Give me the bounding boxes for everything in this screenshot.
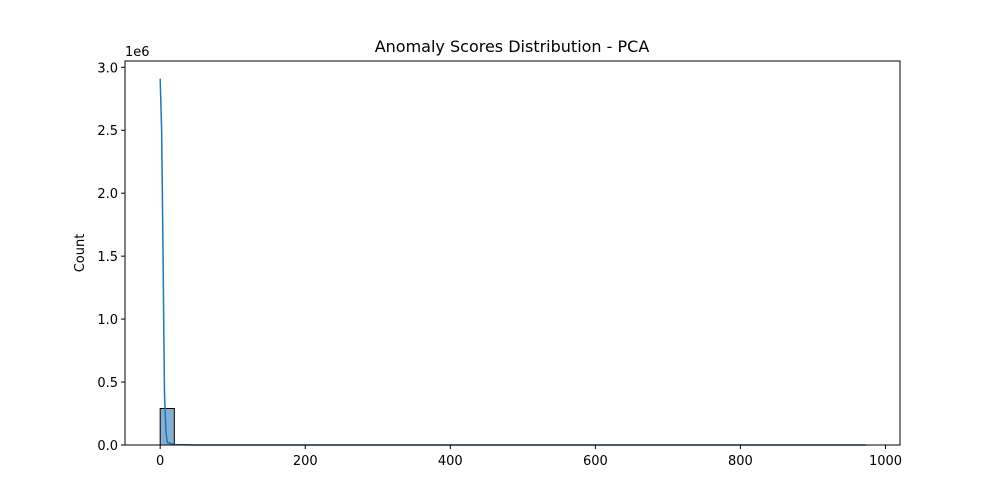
x-tick-label: 0 [156, 454, 164, 469]
chart-title: Anomaly Scores Distribution - PCA [375, 37, 650, 56]
axis-ticks: 0 200 400 600 800 1000 0.0 0.5 1.0 1.5 2.0 2.5 3.0 [97, 61, 902, 469]
y-tick-label: 0.5 [97, 376, 118, 391]
plot-marks [159, 78, 866, 446]
y-tick-label: 0.0 [97, 439, 118, 454]
y-tick-label: 3.0 [97, 61, 118, 76]
y-axis-label: Count [73, 234, 88, 273]
x-tick-label: 200 [293, 454, 318, 469]
plot-frame [124, 60, 901, 446]
x-tick-label: 600 [583, 454, 608, 469]
x-tick-label: 800 [728, 454, 753, 469]
kde-line [159, 78, 866, 446]
y-tick-label: 2.0 [97, 187, 118, 202]
x-tick-label: 400 [438, 454, 463, 469]
y-tick-label: 2.5 [97, 124, 118, 139]
y-tick-label: 1.5 [97, 250, 118, 265]
x-tick-label: 1000 [869, 454, 902, 469]
y-tick-label: 1.0 [97, 313, 118, 328]
y-offset-label: 1e6 [125, 45, 150, 60]
